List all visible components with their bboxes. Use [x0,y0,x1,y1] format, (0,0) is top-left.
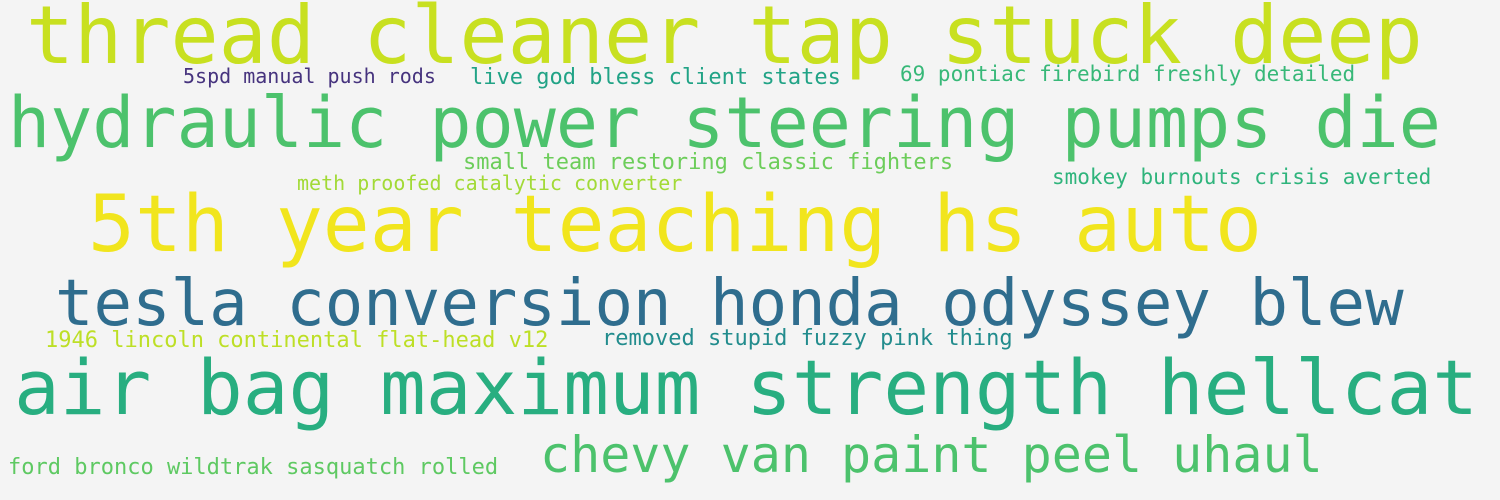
phrase-push-rods: 5spd manual push rods [183,64,436,88]
phrase-catalytic-converter: meth proofed catalytic converter [297,171,683,195]
phrase-smokey-burnouts: smokey burnouts crisis averted [1052,165,1432,189]
phrase-classic-fighters: small team restoring classic fighters [463,150,954,175]
phrase-chevy-van: chevy van paint peel uhaul [540,426,1323,484]
phrase-air-bag-hellcat: air bag maximum strength hellcat [14,343,1479,432]
phrase-pontiac-firebird: 69 pontiac firebird freshly detailed [900,62,1356,86]
phrase-hydraulic-power-steering: hydraulic power steering pumps die [8,82,1441,164]
phrase-client-states: live god bless client states [470,65,841,90]
phrase-thread-cleaner: thread cleaner tap stuck deep [26,0,1423,82]
phrase-teaching-hs-auto: 5th year teaching hs auto [88,180,1262,270]
phrase-lincoln-continental: 1946 lincoln continental flat-head v12 [45,328,549,353]
phrase-fuzzy-pink-thing: removed stupid fuzzy pink thing [602,326,1013,351]
phrase-ford-bronco: ford bronco wildtrak sasquatch rolled [8,455,499,480]
phrase-tesla-conversion: tesla conversion honda odyssey blew [55,267,1404,341]
